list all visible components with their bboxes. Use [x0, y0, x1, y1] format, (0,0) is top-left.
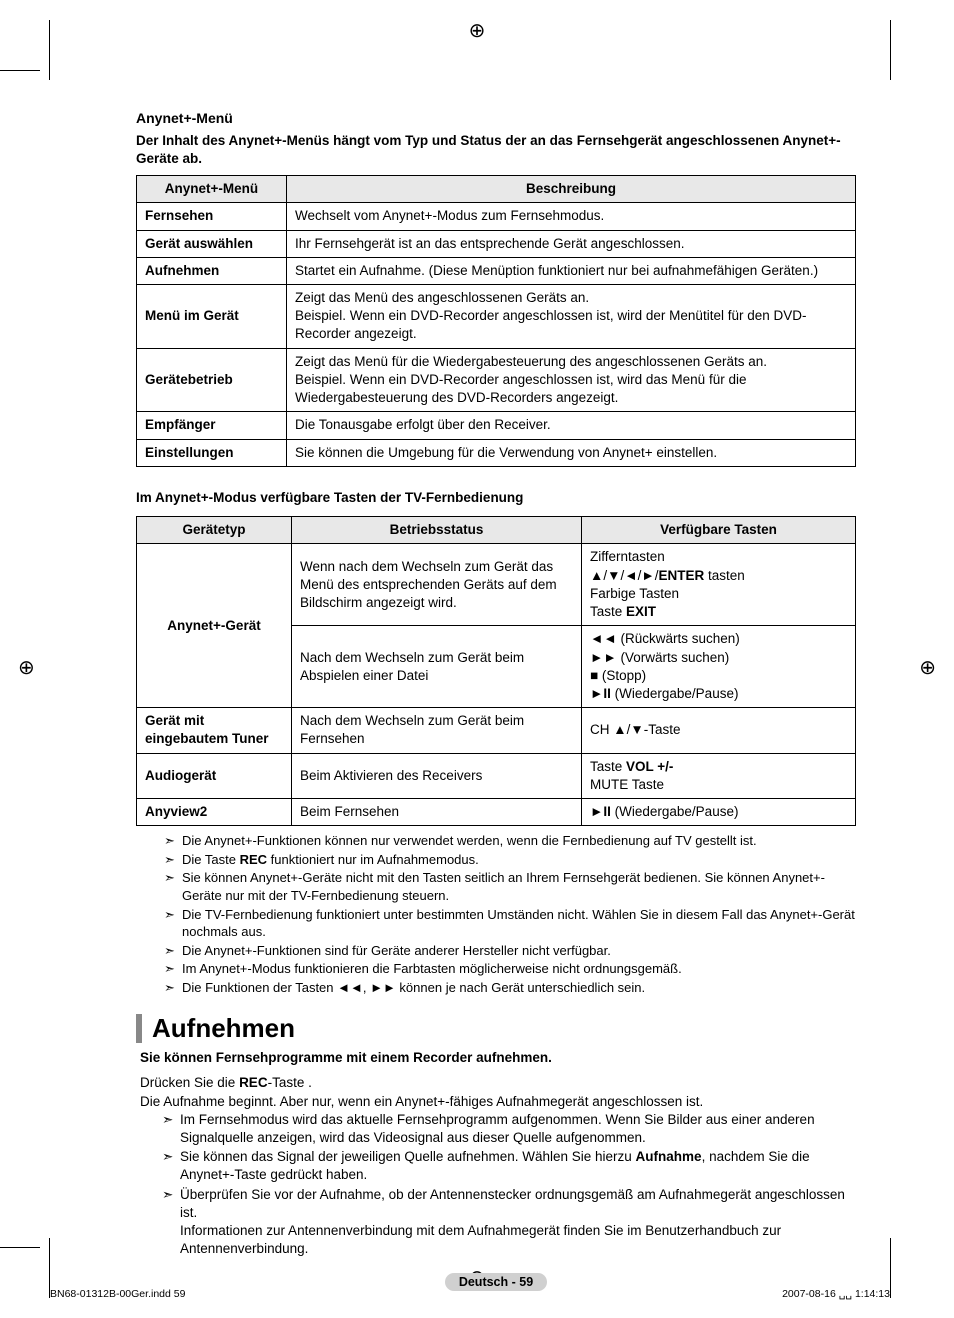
note-item: ➣Die Anynet+-Funktionen sind für Geräte …: [136, 942, 856, 960]
table-row: Anynet+-GerätWenn nach dem Wechseln zum …: [137, 544, 856, 626]
table1-cell-desc: Ihr Fernsehgerät ist an das entsprechend…: [287, 230, 856, 257]
table1-cell-label: Gerätebetrieb: [137, 348, 287, 412]
note-arrow-icon: ➣: [162, 1148, 180, 1184]
table1-cell-label: Einstellungen: [137, 439, 287, 466]
section2-line1: Drücken Sie die REC-Taste .: [140, 1074, 856, 1092]
table-row: Gerät mit eingebautem TunerNach dem Wech…: [137, 708, 856, 753]
table2-header-0: Gerätetyp: [137, 517, 292, 544]
table2-header-2: Verfügbare Tasten: [582, 517, 856, 544]
note-text: Im Anynet+-Modus funktionieren die Farbt…: [182, 960, 856, 978]
registration-mark-right: ⊕: [919, 655, 936, 680]
table2-cell-status: Nach dem Wechseln zum Gerät beim Fernseh…: [292, 708, 582, 753]
note-item: ➣Sie können Anynet+-Geräte nicht mit den…: [136, 869, 856, 904]
section2-subtitle: Sie können Fernsehprogramme mit einem Re…: [136, 1049, 856, 1067]
table2-cell-keys: ◄◄ (Rückwärts suchen)►► (Vorwärts suchen…: [582, 626, 856, 708]
table1-cell-desc: Zeigt das Menü des angeschlossenen Gerät…: [287, 284, 856, 348]
table2-cell-status: Beim Fernsehen: [292, 799, 582, 826]
intro-text: Der Inhalt des Anynet+-Menüs hängt vom T…: [136, 132, 856, 167]
note-arrow-icon: ➣: [164, 906, 182, 941]
table-row: Gerät auswählenIhr Fernsehgerät ist an d…: [137, 230, 856, 257]
crop-mark: [890, 1238, 891, 1298]
table1-cell-desc: Die Tonausgabe erfolgt über den Receiver…: [287, 412, 856, 439]
note-arrow-icon: ➣: [162, 1186, 180, 1259]
note-arrow-icon: ➣: [164, 869, 182, 904]
table2-cell-status: Nach dem Wechseln zum Gerät beim Abspiel…: [292, 626, 582, 708]
table-row: EmpfängerDie Tonausgabe erfolgt über den…: [137, 412, 856, 439]
note-arrow-icon: ➣: [164, 960, 182, 978]
note-item: ➣Die Taste REC funktioniert nur im Aufna…: [136, 851, 856, 869]
note-text: Die TV-Fernbedienung funktioniert unter …: [182, 906, 856, 941]
section-title-aufnehmen: Aufnehmen: [136, 1014, 856, 1043]
table2-cell-device: Gerät mit eingebautem Tuner: [137, 708, 292, 753]
table2-cell-device: Anyview2: [137, 799, 292, 826]
page-content: Anynet+-Menü Der Inhalt des Anynet+-Menü…: [136, 110, 856, 1291]
note-item: ➣Im Fernsehmodus wird das aktuelle Ferns…: [140, 1111, 856, 1147]
footer-right: 2007-08-16 ␣␣ 1:14:13: [782, 1288, 890, 1300]
heading-anynet-menu: Anynet+-Menü: [136, 110, 856, 126]
table2-cell-device: Anynet+-Gerät: [137, 544, 292, 708]
crop-mark: [890, 20, 891, 80]
note-text: Die Funktionen der Tasten ◄◄, ►► können …: [182, 979, 856, 997]
table2-header-1: Betriebsstatus: [292, 517, 582, 544]
note-arrow-icon: ➣: [164, 832, 182, 850]
table2-cell-status: Beim Aktivieren des Receivers: [292, 753, 582, 798]
table2-cell-keys: Zifferntasten▲/▼/◄/►/ENTER tastenFarbige…: [582, 544, 856, 626]
registration-mark-left: ⊕: [18, 655, 35, 680]
table1-cell-label: Menü im Gerät: [137, 284, 287, 348]
section2-line2: Die Aufnahme beginnt. Aber nur, wenn ein…: [140, 1093, 856, 1111]
note-text: Die Taste REC funktioniert nur im Aufnah…: [182, 851, 856, 869]
table1-cell-label: Empfänger: [137, 412, 287, 439]
note-item: ➣Die TV-Fernbedienung funktioniert unter…: [136, 906, 856, 941]
table-remote-keys: Gerätetyp Betriebsstatus Verfügbare Tast…: [136, 516, 856, 826]
table2-cell-keys: ►II (Wiedergabe/Pause): [582, 799, 856, 826]
crop-mark: [0, 1247, 40, 1248]
table-row: Anyview2Beim Fernsehen►II (Wiedergabe/Pa…: [137, 799, 856, 826]
heading-remote-keys: Im Anynet+-Modus verfügbare Tasten der T…: [136, 489, 856, 507]
note-item: ➣Sie können das Signal der jeweiligen Qu…: [140, 1148, 856, 1184]
table-row: AufnehmenStartet ein Aufnahme. (Diese Me…: [137, 257, 856, 284]
table1-cell-label: Gerät auswählen: [137, 230, 287, 257]
notes-list-1: ➣Die Anynet+-Funktionen können nur verwe…: [136, 832, 856, 996]
table1-cell-label: Fernsehen: [137, 203, 287, 230]
table-anynet-menu: Anynet+-Menü Beschreibung FernsehenWechs…: [136, 175, 856, 467]
note-text: Die Anynet+-Funktionen sind für Geräte a…: [182, 942, 856, 960]
note-item: ➣Im Anynet+-Modus funktionieren die Farb…: [136, 960, 856, 978]
table-row: GerätebetriebZeigt das Menü für die Wied…: [137, 348, 856, 412]
note-arrow-icon: ➣: [162, 1111, 180, 1147]
note-arrow-icon: ➣: [164, 942, 182, 960]
note-item: ➣Die Anynet+-Funktionen können nur verwe…: [136, 832, 856, 850]
note-text: Die Anynet+-Funktionen können nur verwen…: [182, 832, 856, 850]
table1-cell-desc: Startet ein Aufnahme. (Diese Menüption f…: [287, 257, 856, 284]
table1-cell-desc: Zeigt das Menü für die Wiedergabesteueru…: [287, 348, 856, 412]
table2-cell-keys: CH ▲/▼-Taste: [582, 708, 856, 753]
crop-mark: [0, 70, 40, 71]
table1-cell-label: Aufnehmen: [137, 257, 287, 284]
registration-mark-top: ⊕: [469, 18, 486, 43]
table-row: EinstellungenSie können die Umgebung für…: [137, 439, 856, 466]
note-item: ➣Überprüfen Sie vor der Aufnahme, ob der…: [140, 1186, 856, 1259]
table1-header-0: Anynet+-Menü: [137, 176, 287, 203]
table-row: AudiogerätBeim Aktivieren des ReceiversT…: [137, 753, 856, 798]
table2-cell-device: Audiogerät: [137, 753, 292, 798]
table1-cell-desc: Wechselt vom Anynet+-Modus zum Fernsehmo…: [287, 203, 856, 230]
table1-cell-desc: Sie können die Umgebung für die Verwendu…: [287, 439, 856, 466]
table-row: FernsehenWechselt vom Anynet+-Modus zum …: [137, 203, 856, 230]
note-text: Überprüfen Sie vor der Aufnahme, ob der …: [180, 1186, 856, 1259]
note-arrow-icon: ➣: [164, 851, 182, 869]
table2-cell-status: Wenn nach dem Wechseln zum Gerät das Men…: [292, 544, 582, 626]
note-text: Sie können das Signal der jeweiligen Que…: [180, 1148, 856, 1184]
table2-cell-keys: Taste VOL +/-MUTE Taste: [582, 753, 856, 798]
note-text: Sie können Anynet+-Geräte nicht mit den …: [182, 869, 856, 904]
notes-list-2: ➣Im Fernsehmodus wird das aktuelle Ferns…: [140, 1111, 856, 1259]
note-item: ➣Die Funktionen der Tasten ◄◄, ►► können…: [136, 979, 856, 997]
print-footer: BN68-01312B-00Ger.indd 59 2007-08-16 ␣␣ …: [50, 1288, 890, 1300]
section-title-text: Aufnehmen: [152, 1013, 295, 1043]
note-text: Im Fernsehmodus wird das aktuelle Fernse…: [180, 1111, 856, 1147]
footer-left: BN68-01312B-00Ger.indd 59: [50, 1288, 185, 1300]
crop-mark: [49, 20, 50, 80]
note-arrow-icon: ➣: [164, 979, 182, 997]
table-row: Menü im GerätZeigt das Menü des angeschl…: [137, 284, 856, 348]
table1-header-1: Beschreibung: [287, 176, 856, 203]
